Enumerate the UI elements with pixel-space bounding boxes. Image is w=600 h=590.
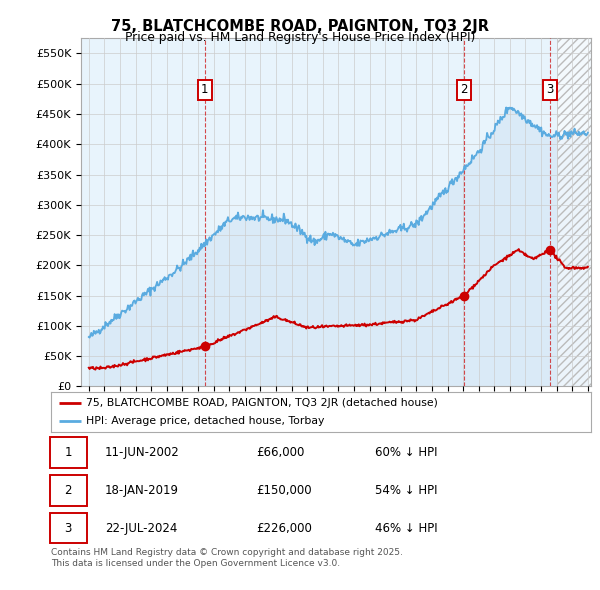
Text: HPI: Average price, detached house, Torbay: HPI: Average price, detached house, Torb…	[86, 416, 325, 426]
Text: 2: 2	[460, 83, 467, 96]
Text: £150,000: £150,000	[256, 484, 312, 497]
Bar	[557, 38, 591, 386]
Text: 22-JUL-2024: 22-JUL-2024	[105, 522, 178, 535]
Text: 75, BLATCHCOMBE ROAD, PAIGNTON, TQ3 2JR (detached house): 75, BLATCHCOMBE ROAD, PAIGNTON, TQ3 2JR …	[86, 398, 438, 408]
Text: 3: 3	[65, 522, 72, 535]
Bar	[557, 38, 591, 386]
Text: 46% ↓ HPI: 46% ↓ HPI	[375, 522, 437, 535]
Text: Contains HM Land Registry data © Crown copyright and database right 2025.
This d: Contains HM Land Registry data © Crown c…	[51, 548, 403, 568]
Text: 1: 1	[201, 83, 209, 96]
Text: 18-JAN-2019: 18-JAN-2019	[105, 484, 179, 497]
Text: 3: 3	[546, 83, 553, 96]
Text: £226,000: £226,000	[256, 522, 312, 535]
Text: 60% ↓ HPI: 60% ↓ HPI	[375, 446, 437, 459]
Text: 2: 2	[65, 484, 72, 497]
Text: 54% ↓ HPI: 54% ↓ HPI	[375, 484, 437, 497]
FancyBboxPatch shape	[50, 475, 86, 506]
Text: 11-JUN-2002: 11-JUN-2002	[105, 446, 180, 459]
Text: 75, BLATCHCOMBE ROAD, PAIGNTON, TQ3 2JR: 75, BLATCHCOMBE ROAD, PAIGNTON, TQ3 2JR	[111, 19, 489, 34]
FancyBboxPatch shape	[50, 513, 86, 543]
FancyBboxPatch shape	[50, 437, 86, 468]
Text: Price paid vs. HM Land Registry's House Price Index (HPI): Price paid vs. HM Land Registry's House …	[125, 31, 475, 44]
Text: 1: 1	[65, 446, 72, 459]
Text: £66,000: £66,000	[256, 446, 305, 459]
